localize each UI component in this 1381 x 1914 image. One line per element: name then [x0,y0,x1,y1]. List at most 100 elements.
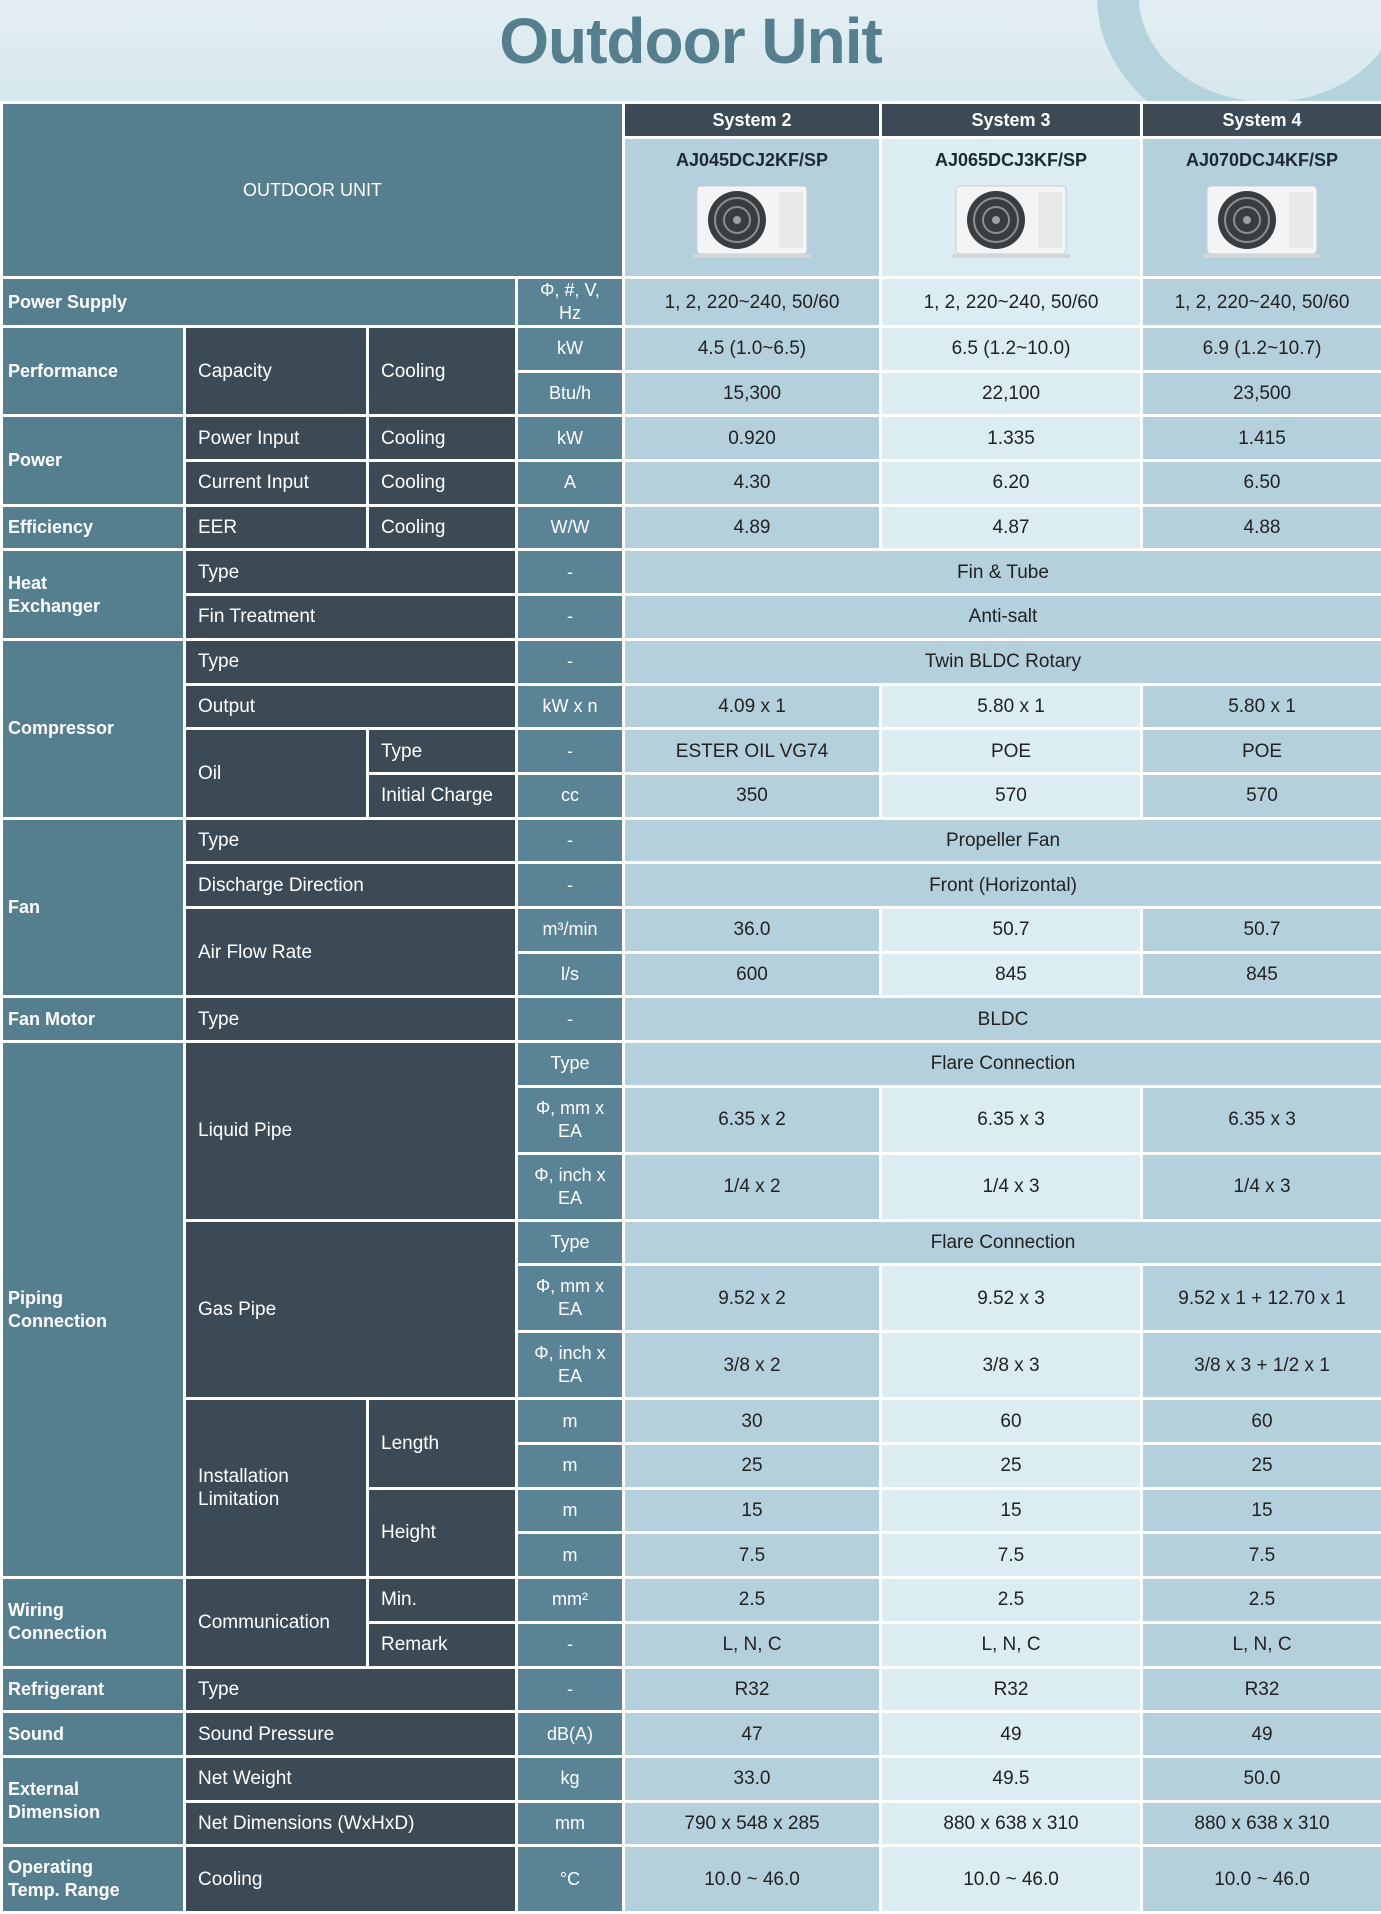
value-cell: 4.30 [624,461,881,506]
value-cell: 5.80 x 1 [1142,684,1381,729]
header-row: OUTDOOR UNIT System 2 System 3 System 4 [2,103,1381,138]
value-cell: 570 [1142,773,1381,818]
group-label: Compressor [2,639,185,818]
value-cell: 5.80 x 1 [881,684,1142,729]
cell-text: 10.0 ~ 46.0 [1148,1868,1376,1891]
cell-text: - [532,1008,608,1031]
cell-text: 1/4 x 3 [887,1175,1135,1198]
cell-text: R32 [630,1678,874,1701]
cell-text: 7.5 [630,1544,874,1567]
cell-text: Cooling [381,516,510,539]
cell-text: l/s [532,963,608,986]
cell-text: BLDC [630,1008,1376,1031]
value-cell: 6.50 [1142,461,1381,506]
group-label: Power Supply [2,278,517,327]
cell-text: Φ, #, V, Hz [532,279,608,325]
value-cell: 25 [1142,1444,1381,1489]
model-name: AJ065DCJ3KF/SP [887,149,1135,172]
table-row: Power Supply Φ, #, V, Hz 1, 2, 220~240, 50… [2,278,1381,327]
page-title: Outdoor Unit [0,4,1381,78]
value-cell: 49 [881,1712,1142,1757]
cell-text: 7.5 [887,1544,1135,1567]
table-row: Fin Treatment-Anti-salt [2,595,1381,640]
cell-text: 1/4 x 3 [1148,1175,1376,1198]
model-name: AJ045DCJ2KF/SP [630,149,874,172]
cell-text: 6.50 [1148,471,1376,494]
cell-text: m [532,1499,608,1522]
cell-text: Type [198,1678,510,1701]
cell-text: Performance [8,360,126,383]
cell-text: 1, 2, 220~240, 50/60 [1148,291,1376,314]
item-label: Installation Limitation [185,1399,368,1578]
value-cell: 6.35 x 2 [624,1086,881,1153]
cell-text: kW x n [532,695,608,718]
group-label: External Dimension [2,1756,185,1845]
unit-base [952,254,1070,258]
unit-label: - [517,1667,624,1712]
cell-text: Sound [8,1723,126,1746]
value-cell: 570 [881,773,1142,818]
item-label: Type [185,818,517,863]
value-cell: 1, 2, 220~240, 50/60 [881,278,1142,327]
item-label: Output [185,684,517,729]
cell-text: Liquid Pipe [198,1119,510,1142]
group-label: Wiring Connection [2,1578,185,1667]
cell-text: - [532,605,608,628]
cell-text: 570 [1148,784,1376,807]
cell-text: ESTER OIL VG74 [630,740,874,763]
value-cell: 350 [624,773,881,818]
cell-text: 350 [630,784,874,807]
cell-text: m³/min [532,918,608,941]
unit-hub [733,216,741,224]
cell-text: 23,500 [1148,382,1376,405]
model-name: AJ070DCJ4KF/SP [1148,149,1376,172]
cell-text: kW [532,337,608,360]
item-label: Remark [368,1622,517,1667]
value-cell: Front (Horizontal) [624,863,1381,908]
unit-label: kg [517,1756,624,1801]
value-cell: 60 [881,1399,1142,1444]
cell-text: 50.7 [1148,918,1376,941]
value-cell: Anti-salt [624,595,1381,640]
cell-text: 1, 2, 220~240, 50/60 [887,291,1135,314]
value-cell: Fin & Tube [624,550,1381,595]
unit-label: Type [517,1220,624,1265]
group-label: Fan Motor [2,997,185,1042]
cell-text: Φ, inch x EA [532,1164,608,1210]
cell-text: Twin BLDC Rotary [630,650,1376,673]
unit-label: m³/min [517,907,624,952]
value-cell: 25 [624,1444,881,1489]
model-cell: AJ070DCJ4KF/SP [1142,138,1381,278]
cell-text: Gas Pipe [198,1298,510,1321]
cell-text: 15 [887,1499,1135,1522]
item-label: Type [185,1667,517,1712]
cell-text: Current Input [198,471,361,494]
unit-side [1289,192,1313,248]
cell-text: 0.920 [630,427,874,450]
unit-base [1203,254,1321,258]
system-name: System 3 [881,103,1142,138]
item-label: Current Input [185,461,368,506]
value-cell: 1.415 [1142,416,1381,461]
unit-label: - [517,550,624,595]
value-cell: 15 [881,1488,1142,1533]
value-cell: Twin BLDC Rotary [624,639,1381,684]
value-cell: 23,500 [1142,371,1381,416]
title-area: Outdoor Unit [0,0,1381,101]
header-label: OUTDOOR UNIT [2,103,624,278]
value-cell: 2.5 [624,1578,881,1623]
cell-text: - [532,829,608,852]
cell-text: 49 [1148,1723,1376,1746]
item-label: Type [185,550,517,595]
value-cell: 36.0 [624,907,881,952]
value-cell: 6.9 (1.2~10.7) [1142,327,1381,372]
value-cell: 1, 2, 220~240, 50/60 [624,278,881,327]
item-label: Length [368,1399,517,1488]
cell-text: 6.35 x 2 [630,1108,874,1131]
value-cell: 49 [1142,1712,1381,1757]
